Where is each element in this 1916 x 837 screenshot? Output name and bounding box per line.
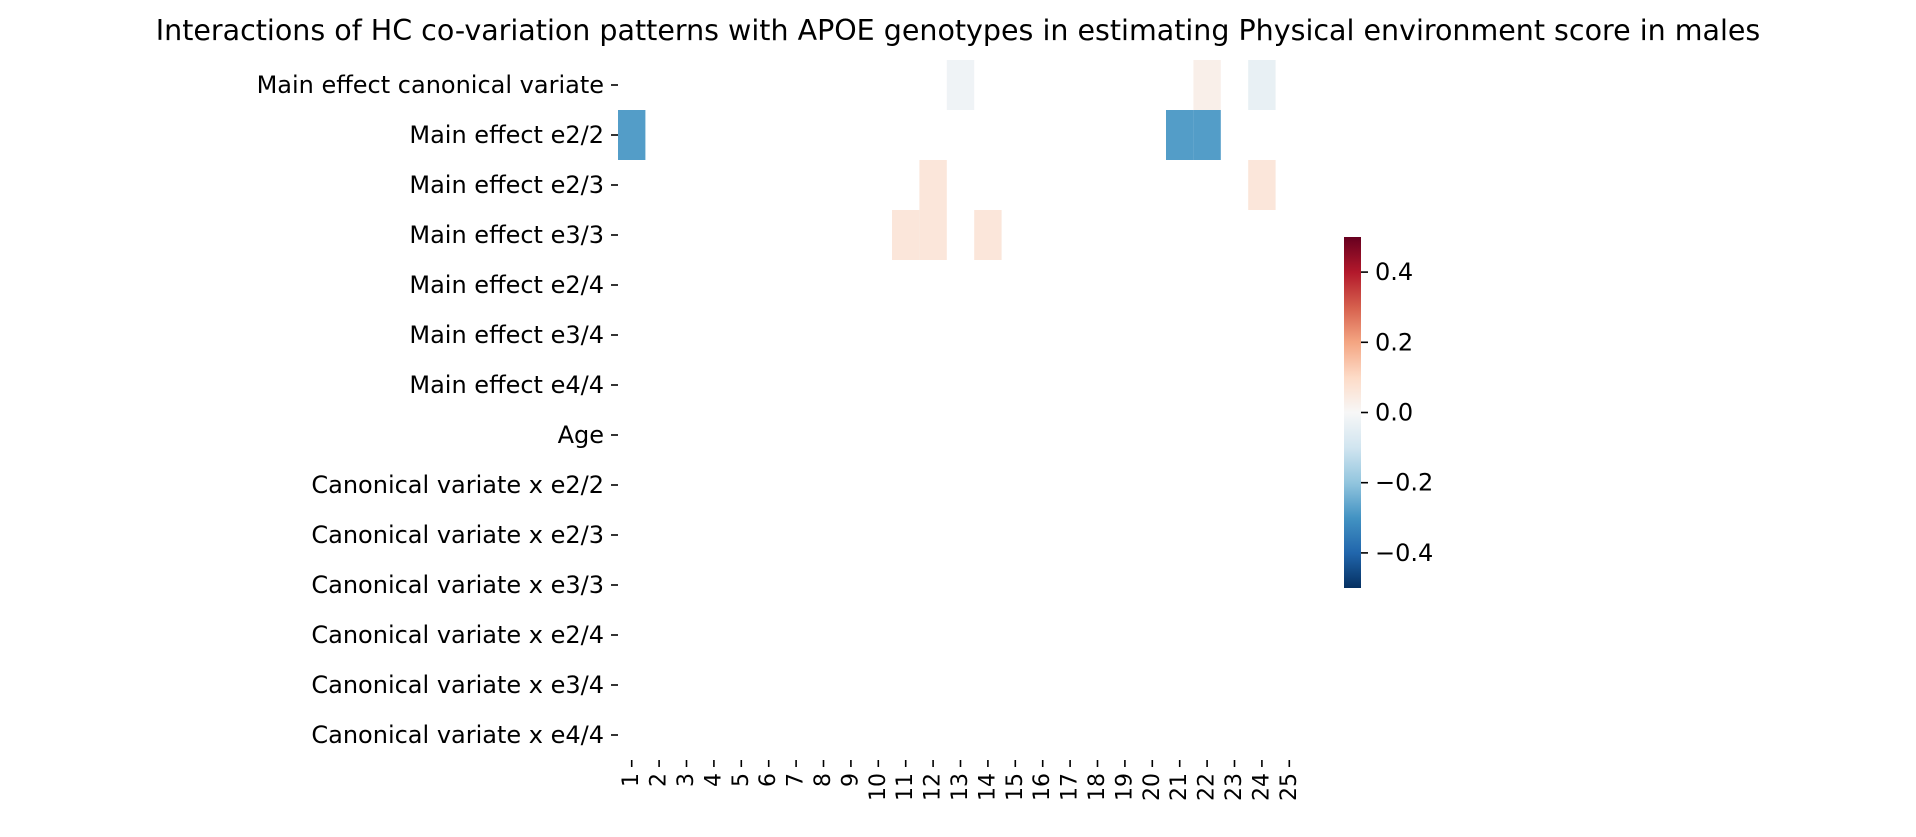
heatmap-cell (919, 210, 947, 260)
y-axis: Main effect canonical variate Main effect… (257, 71, 618, 749)
heatmap-cell (1248, 160, 1276, 210)
x-tick-label: 3 (674, 773, 699, 787)
x-tick-label: 10 (866, 773, 891, 801)
y-tick-label: Main effect canonical variate (257, 71, 604, 99)
x-tick-label: 13 (948, 773, 973, 801)
x-tick-label: 5 (729, 773, 754, 787)
x-tick-label: 20 (1140, 773, 1165, 801)
x-tick-label: 16 (1030, 773, 1055, 801)
chart-title: Interactions of HC co-variation patterns… (155, 14, 1761, 47)
y-tick-label: Main effect e4/4 (409, 371, 604, 399)
x-tick-label: 22 (1195, 773, 1220, 801)
x-tick-label: 6 (756, 773, 781, 787)
y-tick-label: Canonical variate x e2/2 (311, 471, 604, 499)
heatmap-cell (919, 160, 947, 210)
y-tick-label: Canonical variate x e2/4 (311, 621, 604, 649)
heatmap-cell (1193, 60, 1221, 110)
y-tick-label: Canonical variate x e3/4 (311, 671, 604, 699)
x-tick-label: 11 (893, 773, 918, 801)
colorbar-tick-label: 0.2 (1375, 328, 1413, 356)
colorbar-tick-label: −0.2 (1375, 469, 1433, 497)
x-tick-label: 14 (975, 773, 1000, 801)
x-tick-label: 19 (1112, 773, 1137, 801)
colorbar-tick-label: −0.4 (1375, 539, 1433, 567)
colorbar-tick-label: 0.0 (1375, 399, 1413, 427)
heatmap-cells (618, 60, 1276, 260)
y-tick-label: Main effect e3/3 (409, 221, 604, 249)
y-tick-label: Canonical variate x e4/4 (311, 721, 604, 749)
x-tick-label: 18 (1085, 773, 1110, 801)
x-tick-label: 7 (784, 773, 809, 787)
x-tick-label: 4 (701, 773, 726, 787)
x-tick-label: 12 (921, 773, 946, 801)
x-tick-label: 21 (1167, 773, 1192, 801)
x-tick-label: 1 (619, 773, 644, 787)
heatmap-cell (974, 210, 1002, 260)
x-tick-label: 8 (811, 773, 836, 787)
y-tick-label: Main effect e3/4 (409, 321, 604, 349)
x-tick-label: 23 (1222, 773, 1247, 801)
y-tick-label: Canonical variate x e2/3 (311, 521, 604, 549)
x-axis: 1 2 3 4 5 6 7 8 9 10 11 12 13 14 15 16 17 18 19 20 21 22 23 24 2… (619, 760, 1302, 801)
x-tick-label: 25 (1277, 773, 1302, 801)
x-tick-label: 24 (1249, 773, 1274, 801)
x-tick-label: 17 (1058, 773, 1083, 801)
y-tick-label: Age (558, 421, 604, 449)
heatmap-cell (1248, 60, 1276, 110)
colorbar-gradient (1344, 237, 1361, 588)
colorbar: 0.4 0.2 0.0 −0.2 −0.4 (1344, 237, 1433, 588)
heatmap-cell (618, 110, 646, 160)
colorbar-tick-label: 0.4 (1375, 258, 1413, 286)
heatmap-cell (1193, 110, 1221, 160)
x-tick-label: 2 (647, 773, 672, 787)
heatmap-cell (892, 210, 920, 260)
x-tick-label: 15 (1003, 773, 1028, 801)
y-tick-label: Main effect e2/3 (409, 171, 604, 199)
y-tick-label: Main effect e2/4 (409, 271, 604, 299)
heatmap-cell (946, 60, 975, 110)
y-tick-label: Canonical variate x e3/3 (311, 571, 604, 599)
x-tick-label: 9 (838, 773, 863, 787)
heatmap-cell (1166, 110, 1194, 160)
y-tick-label: Main effect e2/2 (409, 121, 604, 149)
